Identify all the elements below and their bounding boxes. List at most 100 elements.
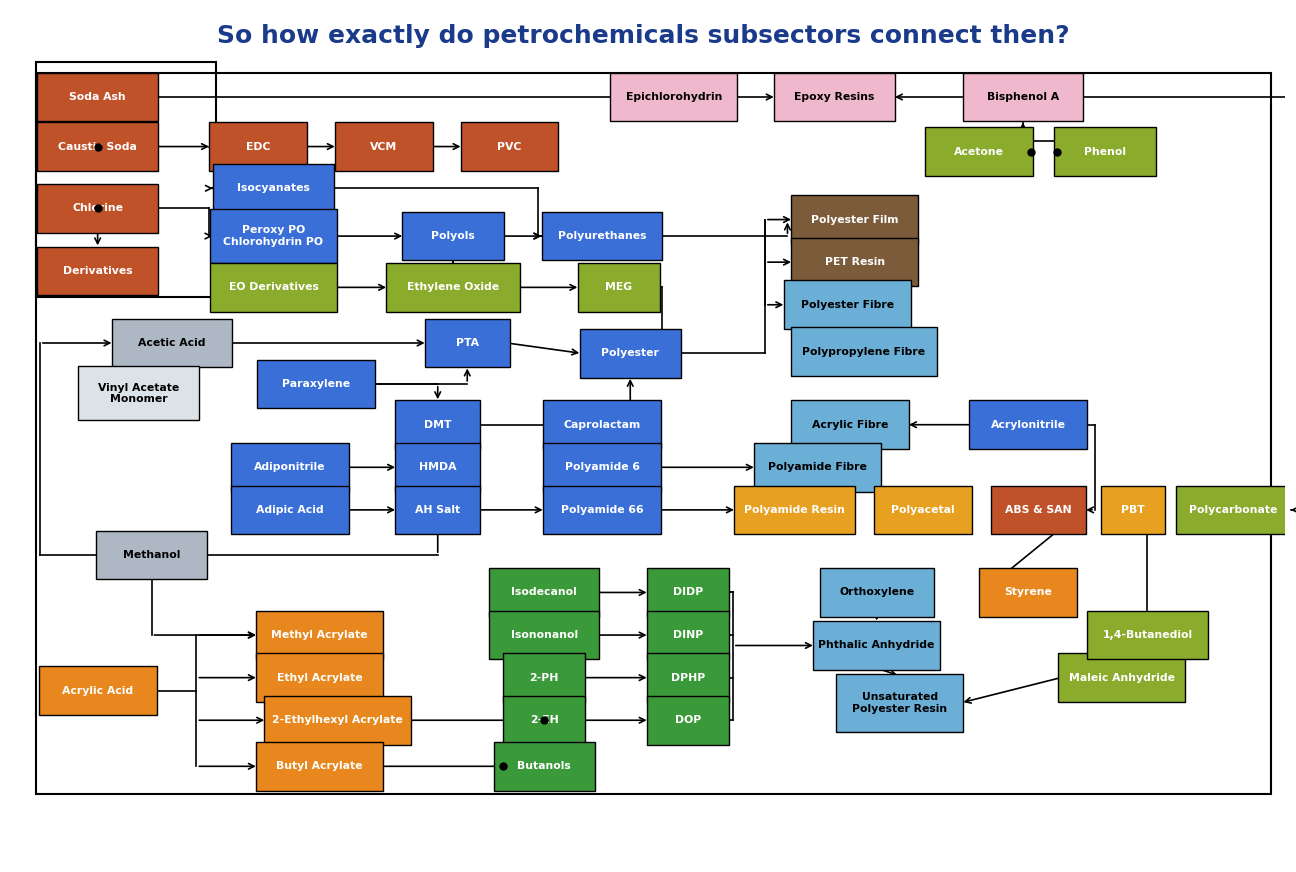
FancyBboxPatch shape: [210, 209, 337, 263]
FancyBboxPatch shape: [336, 122, 433, 171]
FancyBboxPatch shape: [969, 400, 1087, 449]
FancyBboxPatch shape: [96, 531, 207, 579]
Text: Polyurethanes: Polyurethanes: [557, 231, 647, 241]
Text: PTA: PTA: [456, 338, 478, 348]
FancyBboxPatch shape: [925, 127, 1033, 176]
Text: Polypropylene Fibre: Polypropylene Fibre: [802, 347, 925, 357]
Text: Polycarbonate: Polycarbonate: [1190, 505, 1278, 514]
FancyBboxPatch shape: [1055, 127, 1156, 176]
Text: AH Salt: AH Salt: [415, 505, 460, 514]
Text: Isodecanol: Isodecanol: [512, 588, 577, 597]
FancyBboxPatch shape: [38, 247, 158, 296]
Text: Caprolactam: Caprolactam: [564, 419, 640, 430]
FancyBboxPatch shape: [1059, 653, 1186, 702]
Text: Adiponitrile: Adiponitrile: [254, 462, 325, 473]
Text: 2-Ethylhexyl Acrylate: 2-Ethylhexyl Acrylate: [272, 715, 403, 726]
Text: Ethylene Oxide: Ethylene Oxide: [407, 283, 499, 292]
Text: Derivatives: Derivatives: [62, 266, 132, 276]
FancyBboxPatch shape: [231, 443, 349, 492]
FancyBboxPatch shape: [610, 72, 737, 121]
FancyBboxPatch shape: [38, 122, 158, 171]
FancyBboxPatch shape: [231, 486, 349, 535]
FancyBboxPatch shape: [774, 72, 894, 121]
FancyBboxPatch shape: [257, 742, 384, 791]
FancyBboxPatch shape: [991, 486, 1086, 535]
Text: Ethyl Acrylate: Ethyl Acrylate: [277, 672, 363, 683]
FancyBboxPatch shape: [754, 443, 881, 492]
Text: Acrylonitrile: Acrylonitrile: [990, 419, 1065, 430]
FancyBboxPatch shape: [395, 486, 480, 535]
FancyBboxPatch shape: [579, 329, 680, 378]
Text: DINP: DINP: [673, 630, 704, 640]
FancyBboxPatch shape: [543, 400, 661, 449]
Text: Polyamide 6: Polyamide 6: [565, 462, 639, 473]
Text: Paraxylene: Paraxylene: [281, 378, 350, 389]
FancyBboxPatch shape: [111, 318, 232, 367]
Text: ABS & SAN: ABS & SAN: [1004, 505, 1072, 514]
Text: PBT: PBT: [1121, 505, 1146, 514]
FancyBboxPatch shape: [38, 184, 158, 233]
FancyBboxPatch shape: [257, 610, 384, 659]
Text: MEG: MEG: [605, 283, 632, 292]
FancyBboxPatch shape: [494, 742, 595, 791]
Text: Epichlorohydrin: Epichlorohydrin: [626, 92, 722, 102]
Text: Adipic Acid: Adipic Acid: [257, 505, 324, 514]
Text: DOP: DOP: [675, 715, 701, 726]
Text: Chlorine: Chlorine: [73, 203, 123, 214]
Text: 2-EH: 2-EH: [530, 715, 559, 726]
Text: DMT: DMT: [424, 419, 451, 430]
FancyBboxPatch shape: [403, 212, 504, 261]
Text: Butyl Acrylate: Butyl Acrylate: [276, 761, 363, 772]
Text: 2-PH: 2-PH: [530, 672, 559, 683]
FancyBboxPatch shape: [784, 281, 911, 329]
FancyBboxPatch shape: [210, 263, 337, 311]
Text: Orthoxylene: Orthoxylene: [839, 588, 914, 597]
FancyBboxPatch shape: [78, 366, 200, 420]
FancyBboxPatch shape: [395, 443, 480, 492]
Text: Isononanol: Isononanol: [511, 630, 578, 640]
Text: Acetone: Acetone: [954, 146, 1004, 157]
FancyBboxPatch shape: [489, 569, 600, 617]
FancyBboxPatch shape: [819, 569, 933, 617]
FancyBboxPatch shape: [395, 400, 480, 449]
Text: Methyl Acrylate: Methyl Acrylate: [271, 630, 368, 640]
Text: EDC: EDC: [246, 141, 271, 152]
FancyBboxPatch shape: [578, 263, 660, 311]
FancyBboxPatch shape: [1177, 486, 1291, 535]
Text: Epoxy Resins: Epoxy Resins: [794, 92, 875, 102]
FancyBboxPatch shape: [792, 195, 919, 244]
Text: Peroxy PO
Chlorohydrin PO: Peroxy PO Chlorohydrin PO: [223, 225, 324, 247]
FancyBboxPatch shape: [503, 696, 586, 745]
FancyBboxPatch shape: [257, 359, 375, 408]
FancyBboxPatch shape: [209, 122, 307, 171]
Text: Bisphenol A: Bisphenol A: [986, 92, 1059, 102]
FancyBboxPatch shape: [543, 486, 661, 535]
Text: Unsaturated
Polyester Resin: Unsaturated Polyester Resin: [853, 692, 947, 713]
Text: Soda Ash: Soda Ash: [69, 92, 126, 102]
FancyBboxPatch shape: [543, 443, 661, 492]
FancyBboxPatch shape: [647, 569, 730, 617]
Text: Polyester: Polyester: [601, 349, 660, 358]
FancyBboxPatch shape: [461, 122, 559, 171]
Text: Polyester Fibre: Polyester Fibre: [801, 300, 894, 310]
Text: Acrylic Fibre: Acrylic Fibre: [811, 419, 888, 430]
FancyBboxPatch shape: [264, 696, 411, 745]
Text: So how exactly do petrochemicals subsectors connect then?: So how exactly do petrochemicals subsect…: [216, 24, 1069, 48]
FancyBboxPatch shape: [542, 212, 662, 261]
Text: VCM: VCM: [371, 141, 398, 152]
FancyBboxPatch shape: [489, 610, 600, 659]
FancyBboxPatch shape: [213, 164, 334, 213]
Text: Butanols: Butanols: [517, 761, 572, 772]
FancyBboxPatch shape: [874, 486, 972, 535]
FancyBboxPatch shape: [503, 653, 586, 702]
FancyBboxPatch shape: [792, 238, 919, 287]
Text: Polyols: Polyols: [432, 231, 476, 241]
Text: Polyacetal: Polyacetal: [892, 505, 955, 514]
Text: Caustic Soda: Caustic Soda: [58, 141, 137, 152]
FancyBboxPatch shape: [39, 666, 157, 715]
Text: Polyester Film: Polyester Film: [811, 215, 898, 225]
Text: PET Resin: PET Resin: [824, 257, 885, 267]
Text: Acetic Acid: Acetic Acid: [139, 338, 206, 348]
Text: Acrylic Acid: Acrylic Acid: [62, 685, 133, 696]
FancyBboxPatch shape: [38, 72, 158, 121]
